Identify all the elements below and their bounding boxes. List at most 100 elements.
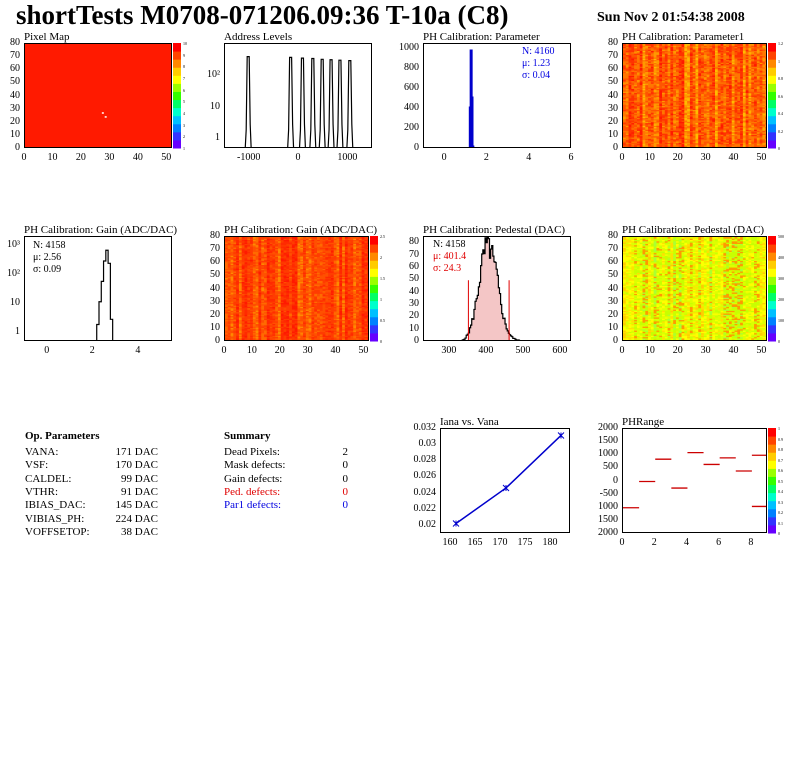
heatmap-cell: [740, 58, 744, 61]
heatmap-cell: [756, 138, 761, 141]
heatmap-cell: [628, 80, 632, 83]
heatmap-cell: [678, 80, 682, 83]
heatmap-cell: [664, 67, 669, 70]
heatmap-cell: [636, 66, 641, 69]
heatmap-cell: [762, 63, 766, 66]
heatmap-cell: [703, 91, 708, 93]
heatmap-cell: [689, 142, 694, 145]
heatmap-cell: [623, 109, 627, 112]
heatmap-cell: [689, 145, 694, 147]
heatmap-cell: [623, 108, 627, 111]
heatmap-cell: [698, 82, 702, 84]
heatmap-cell: [748, 120, 752, 122]
heatmap-cell: [754, 112, 758, 114]
heatmap-cell: [712, 138, 716, 141]
heatmap-cell: [715, 112, 719, 114]
heatmap-cell: [662, 91, 666, 93]
heatmap-cell: [225, 247, 229, 250]
heatmap-cell: [662, 57, 666, 59]
heatmap-cell: [706, 59, 710, 62]
heatmap-cell: [636, 55, 641, 58]
plot-svg: [244, 56, 354, 147]
heatmap-cell: [628, 59, 632, 62]
heatmap-cell: [659, 65, 663, 67]
heatmap-cell: [692, 66, 696, 69]
heatmap-cell: [745, 100, 749, 103]
heatmap-cell: [765, 67, 766, 70]
heatmap-cell: [675, 57, 680, 59]
heatmap-cell: [762, 134, 766, 137]
heatmap-cell: [670, 131, 674, 134]
heatmap-cell: [759, 128, 763, 130]
heatmap-cell: [748, 82, 752, 84]
heatmap-cell: [734, 63, 738, 66]
heatmap-cell: [765, 120, 766, 122]
heatmap-cell: [653, 97, 657, 100]
heatmap-cell: [639, 113, 643, 116]
heatmap-cell: [723, 145, 727, 147]
heatmap-cell: [648, 61, 652, 63]
heatmap-cell: [689, 109, 694, 112]
heatmap-cell: [241, 302, 245, 305]
heatmap-cell: [639, 91, 643, 93]
heatmap-cell: [689, 91, 694, 93]
heatmap-cell: [678, 116, 682, 118]
heatmap-cell: [656, 135, 660, 138]
heatmap-cell: [675, 129, 680, 132]
heatmap-cell: [745, 110, 749, 113]
heatmap-cell: [631, 142, 635, 145]
heatmap-cell: [645, 82, 649, 84]
heatmap-cell: [684, 65, 688, 67]
heatmap-cell: [238, 336, 243, 339]
heatmap-cell: [241, 335, 245, 338]
heatmap-cell: [737, 88, 741, 91]
heatmap-cell: [667, 118, 671, 121]
heatmap-cell: [742, 71, 747, 74]
heatmap-cell: [687, 130, 691, 133]
heatmap-cell: [662, 117, 666, 120]
heatmap-cell: [742, 50, 747, 53]
heatmap-cell: [636, 63, 641, 66]
heatmap-cell: [745, 113, 749, 116]
heatmap-cell: [734, 74, 738, 76]
heatmap-cell: [639, 47, 643, 50]
heatmap-cell: [233, 271, 237, 273]
heatmap-cell: [250, 260, 254, 263]
heatmap-cell: [715, 100, 719, 103]
heatmap-cell: [670, 125, 674, 128]
heatmap-cell: [745, 79, 749, 82]
heatmap-cell: [227, 317, 231, 319]
heatmap-cell: [233, 319, 237, 322]
heatmap-cell: [675, 59, 680, 62]
heatmap-cell: [230, 294, 234, 297]
heatmap-cell: [709, 71, 713, 74]
heatmap-cell: [227, 297, 231, 300]
heatmap-cell: [681, 46, 685, 49]
heatmap-cell: [650, 145, 655, 147]
heatmap-cell: [659, 84, 663, 87]
heatmap-cell: [675, 128, 680, 130]
heatmap-cell: [723, 113, 727, 116]
heatmap-cell: [684, 113, 688, 116]
heatmap-cell: [241, 263, 245, 265]
heatmap-cell: [670, 116, 674, 118]
heatmap-cell: [712, 53, 716, 55]
heatmap-cell: [659, 112, 663, 114]
heatmap-cell: [631, 49, 635, 51]
heatmap-cell: [720, 134, 724, 137]
heatmap-cell: [754, 118, 758, 121]
heatmap-cell: [648, 49, 652, 51]
heatmap-cell: [734, 100, 738, 103]
heatmap-cell: [628, 133, 632, 135]
heatmap-cell: [639, 62, 643, 65]
heatmap-cell: [636, 143, 641, 146]
heatmap-cell: [225, 306, 229, 309]
heatmap-cell: [670, 70, 674, 72]
heatmap-cell: [227, 301, 231, 304]
heatmap-cell: [230, 251, 234, 254]
heatmap-cell: [667, 49, 671, 51]
heatmap-cell: [653, 62, 657, 65]
heatmap-cell: [233, 263, 237, 265]
heatmap-cell: [745, 72, 749, 75]
heatmap-cell: [701, 70, 705, 72]
